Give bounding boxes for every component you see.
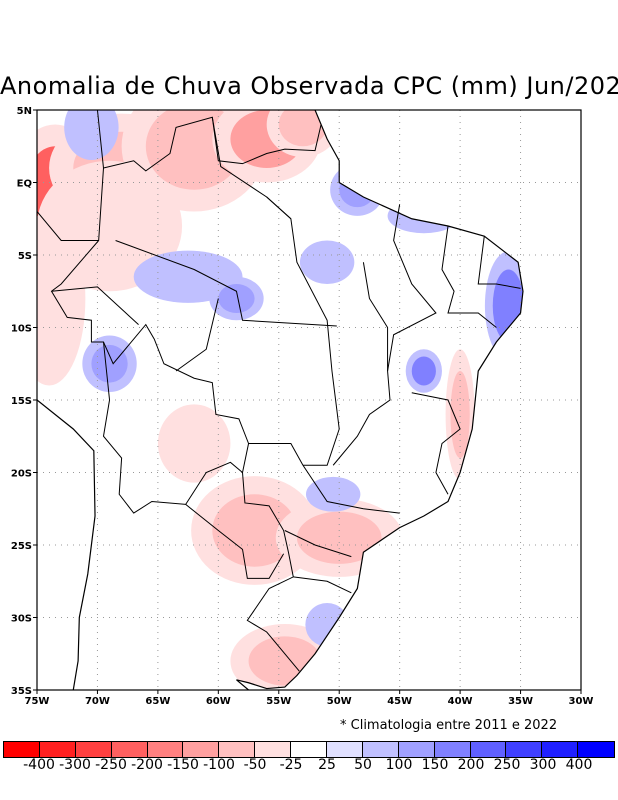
colorbar-label: -300 — [59, 757, 91, 773]
political-border — [50, 167, 300, 672]
colorbar-labels: -400 -300 -250 -200 -150 -100 -50 -25 25 50 100 150… — [0, 757, 618, 777]
political-border — [293, 576, 352, 594]
colorbar-label: -25 — [279, 757, 303, 773]
political-border — [284, 530, 352, 558]
colorbar-label: -250 — [95, 757, 127, 773]
x-tick-label: 70W — [85, 696, 110, 707]
anomaly-patch — [411, 356, 436, 386]
colorbar-label: 100 — [385, 757, 413, 773]
political-border — [37, 211, 99, 241]
y-tick-label: 5S — [18, 251, 32, 262]
plot-area — [37, 110, 581, 690]
colorbar-label: 25 — [318, 757, 336, 773]
colorbar-swatch — [39, 742, 76, 757]
colorbar-label: 400 — [565, 757, 593, 773]
y-tick-label: 35S — [11, 686, 32, 697]
y-tick-label: 10S — [11, 324, 32, 335]
colorbar-label: 300 — [529, 757, 557, 773]
colorbar-swatch — [291, 742, 328, 757]
y-tick-label: 30S — [11, 614, 32, 625]
political-border — [51, 286, 139, 325]
political-border — [411, 392, 461, 495]
colorbar-swatch — [542, 742, 579, 757]
colorbar-label: -50 — [243, 757, 267, 773]
colorbar-swatch — [578, 742, 615, 757]
atlantic-ocean — [236, 110, 581, 690]
colorbar-swatch — [219, 742, 256, 757]
x-tick-label: 60W — [206, 696, 231, 707]
anomaly-patch — [169, 417, 219, 470]
coastline-east — [236, 110, 524, 690]
coastline-west — [37, 399, 96, 690]
anomaly-patch — [61, 182, 158, 270]
political-border — [115, 240, 337, 327]
political-border — [102, 341, 243, 514]
political-border — [332, 262, 391, 466]
colorbar-swatch — [327, 742, 363, 757]
colorbar-swatch — [506, 742, 543, 757]
colorbar-label: 150 — [421, 757, 449, 773]
colorbar-label: 250 — [493, 757, 521, 773]
x-tick-label: 40W — [448, 696, 473, 707]
map-title: Anomalia de Chuva Observada CPC (mm) Jun… — [0, 72, 618, 100]
anomaly-map: 75W 70W 65W 60W 55W 50W 45W 40W 35W 30W 5N EQ 5S 10S 1… — [11, 106, 594, 707]
anomaly-patch — [91, 344, 128, 383]
colorbar-label: -400 — [23, 757, 55, 773]
anomaly-patch — [450, 371, 470, 458]
x-tick-label: 55W — [266, 696, 291, 707]
colorbar-swatch — [147, 742, 184, 757]
colorbar-label: -150 — [167, 757, 199, 773]
political-border — [185, 504, 285, 579]
colorbar-label: 200 — [457, 757, 485, 773]
colorbar-swatch — [255, 742, 292, 757]
political-border — [477, 236, 521, 289]
x-tick-label: 45W — [387, 696, 412, 707]
x-tick-label: 65W — [145, 696, 170, 707]
colorbar-label: -200 — [131, 757, 163, 773]
colorbar-swatch — [4, 742, 40, 757]
political-border — [248, 443, 304, 466]
climatology-note: * Climatologia entre 2011 e 2022 — [340, 718, 558, 733]
political-border — [175, 298, 219, 372]
x-tick-label: 50W — [327, 696, 352, 707]
y-tick-label: 15S — [11, 396, 32, 407]
political-border — [387, 204, 437, 372]
anomaly-patch — [218, 284, 255, 313]
colorbar-swatch — [470, 742, 507, 757]
pacific-ocean — [37, 400, 96, 690]
y-tick-label: 25S — [11, 541, 32, 552]
x-tick-label: 30W — [569, 696, 594, 707]
political-border — [441, 225, 497, 328]
anomaly-patch — [212, 494, 297, 567]
anomaly-patch — [37, 240, 74, 357]
y-tick-label: 20S — [11, 469, 32, 480]
anomaly-patch — [151, 259, 225, 295]
colorbar-swatch — [75, 742, 112, 757]
anomaly-patch — [308, 247, 346, 277]
colorbar-swatch — [398, 742, 435, 757]
colorbar — [3, 741, 616, 758]
political-border — [302, 464, 400, 514]
anomaly-patch — [278, 110, 328, 147]
x-tick-label: 75W — [25, 696, 50, 707]
y-tick-label: 5N — [17, 106, 32, 117]
colorbar-swatch — [434, 742, 471, 757]
colorbar-label: 50 — [354, 757, 372, 773]
colorbar-swatch — [183, 742, 220, 757]
political-border — [266, 196, 340, 466]
colorbar-label: -100 — [203, 757, 235, 773]
colorbar-swatch — [111, 742, 148, 757]
colorbar-swatch — [362, 742, 399, 757]
x-tick-label: 35W — [508, 696, 533, 707]
anomaly-patch — [73, 110, 110, 150]
anomaly-patch — [315, 482, 352, 506]
y-tick-label: EQ — [17, 179, 32, 190]
anomaly-patch — [296, 511, 382, 564]
